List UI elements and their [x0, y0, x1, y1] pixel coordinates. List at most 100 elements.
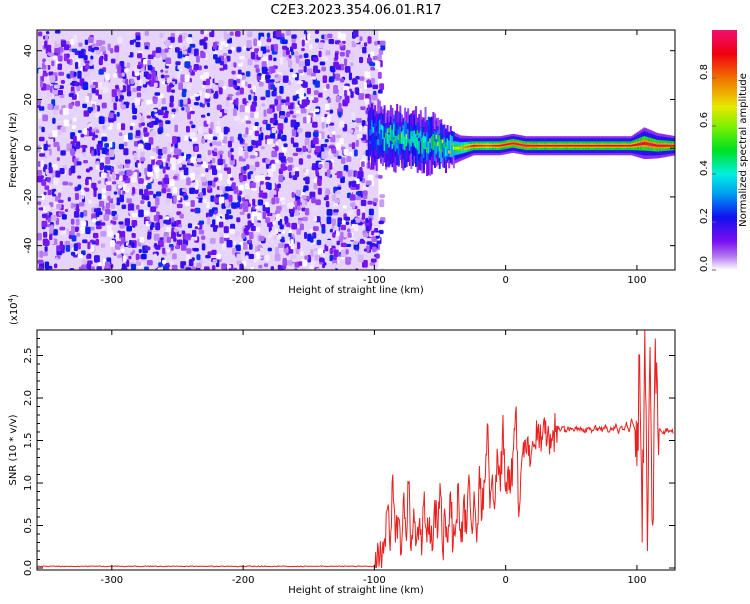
ridge-cell	[574, 144, 577, 147]
ridge-cell	[394, 135, 397, 142]
noise-cell	[379, 40, 386, 48]
noise-cell	[75, 100, 81, 107]
noise-cell	[123, 148, 129, 156]
noise-cell	[356, 118, 362, 124]
noise-cell	[272, 221, 276, 225]
noise-cell	[300, 250, 304, 257]
ridge-cell	[433, 141, 436, 146]
noise-cell	[126, 90, 132, 97]
noise-cell	[283, 206, 288, 213]
noise-cell	[250, 52, 255, 60]
noise-cell	[282, 45, 288, 50]
noise-cell	[177, 163, 183, 168]
noise-cell	[293, 268, 298, 270]
noise-cell	[157, 109, 164, 116]
noise-cell	[206, 102, 210, 108]
noise-cell	[224, 108, 229, 114]
noise-cell	[165, 226, 172, 232]
noise-cell	[250, 112, 255, 119]
noise-cell	[216, 154, 220, 160]
noise-cell	[357, 254, 364, 263]
ridge-cell	[454, 146, 457, 150]
noise-cell	[108, 149, 115, 158]
noise-cell	[341, 220, 346, 225]
noise-cell	[185, 267, 192, 270]
noise-cell	[60, 150, 66, 156]
noise-cell	[125, 185, 129, 190]
noise-cell	[253, 95, 258, 102]
noise-cell	[168, 179, 175, 187]
ridge-cell	[523, 144, 526, 147]
noise-cell	[60, 211, 65, 215]
ridge-cell	[452, 146, 455, 150]
noise-cell	[89, 239, 95, 243]
noise-cell	[118, 98, 123, 102]
ridge-cell	[419, 130, 422, 157]
noise-cell	[305, 176, 310, 185]
noise-cell	[217, 111, 223, 117]
noise-cell	[292, 95, 298, 101]
noise-cell	[90, 160, 97, 166]
noise-cell	[185, 105, 190, 113]
ridge-cell	[416, 130, 419, 136]
noise-cell	[171, 162, 176, 171]
noise-cell	[43, 239, 50, 246]
ridge-cell	[465, 146, 468, 149]
noise-cell	[321, 56, 328, 61]
noise-cell	[108, 112, 114, 119]
noise-cell	[304, 138, 310, 146]
noise-cell	[283, 70, 288, 75]
ridge-cell	[616, 144, 619, 147]
noise-cell	[278, 265, 283, 270]
noise-cell	[266, 38, 272, 43]
noise-cell	[295, 147, 302, 152]
noise-cell	[107, 230, 114, 237]
noise-cell	[326, 208, 333, 216]
ridge-cell	[397, 134, 400, 140]
noise-cell	[82, 239, 88, 244]
ridge-cell	[404, 145, 407, 151]
noise-cell	[100, 222, 106, 226]
noise-cell	[80, 188, 84, 193]
noise-cell	[101, 194, 106, 200]
noise-cell	[261, 103, 265, 107]
noise-cell	[218, 131, 224, 140]
noise-cell	[296, 199, 301, 206]
noise-cell	[274, 77, 279, 83]
ridge-cell	[459, 146, 462, 150]
noise-cell	[220, 41, 226, 46]
noise-cell	[139, 188, 144, 196]
noise-cell	[62, 107, 69, 116]
noise-cell	[324, 103, 330, 111]
y-tick-label: 1.0	[23, 475, 34, 491]
noise-cell	[138, 122, 142, 128]
ridge-cell	[566, 144, 569, 147]
ridge-cell	[424, 142, 427, 148]
noise-cell	[157, 119, 162, 123]
noise-cell	[318, 163, 323, 169]
noise-cell	[106, 185, 112, 192]
noise-cell	[287, 80, 292, 86]
noise-cell	[80, 226, 85, 234]
noise-cell	[347, 232, 352, 238]
noise-cell	[292, 114, 297, 119]
ridge-cell	[485, 144, 488, 147]
noise-cell	[50, 48, 55, 52]
ridge-cell	[654, 144, 657, 147]
ridge-cell	[671, 144, 674, 147]
noise-cell	[161, 97, 166, 105]
noise-cell	[339, 51, 345, 57]
ridge-cell	[495, 144, 498, 147]
noise-cell	[130, 264, 137, 270]
noise-cell	[73, 71, 77, 77]
noise-cell	[310, 249, 314, 258]
ridge-cell	[388, 127, 391, 133]
ridge-cell	[378, 120, 381, 134]
noise-cell	[116, 160, 121, 166]
noise-cell	[185, 254, 191, 261]
ridge-cell	[509, 142, 512, 145]
ridge-cell	[441, 142, 444, 153]
noise-cell	[241, 197, 246, 202]
noise-cell	[289, 68, 294, 73]
noise-cell	[327, 98, 331, 104]
